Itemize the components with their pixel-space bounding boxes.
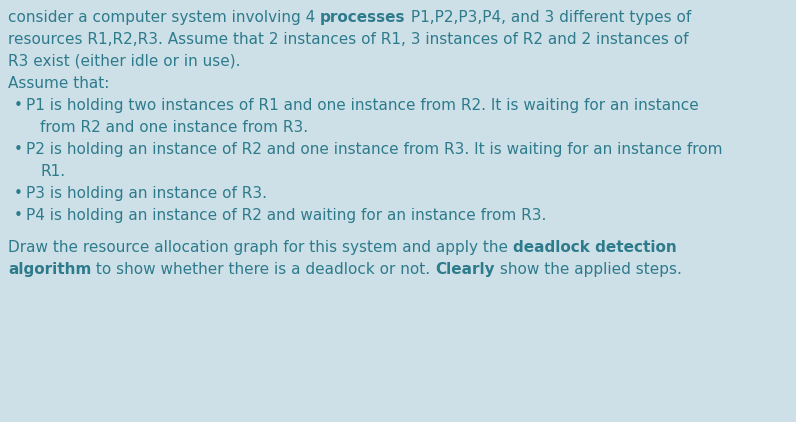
- Text: consider a computer system involving 4: consider a computer system involving 4: [8, 10, 320, 25]
- Text: P1 is holding two instances of R1 and one instance from R2. It is waiting for an: P1 is holding two instances of R1 and on…: [26, 98, 699, 113]
- Text: R1.: R1.: [40, 164, 65, 179]
- Text: show the applied steps.: show the applied steps.: [495, 262, 682, 277]
- Text: Assume that:: Assume that:: [8, 76, 109, 91]
- Text: P4 is holding an instance of R2 and waiting for an instance from R3.: P4 is holding an instance of R2 and wait…: [26, 208, 546, 223]
- Text: •: •: [14, 142, 23, 157]
- Text: processes: processes: [320, 10, 406, 25]
- Text: Clearly: Clearly: [435, 262, 495, 277]
- Text: algorithm: algorithm: [8, 262, 92, 277]
- Text: P1,P2,P3,P4, and 3 different types of: P1,P2,P3,P4, and 3 different types of: [406, 10, 691, 25]
- Text: resources R1,R2,R3. Assume that 2 instances of R1, 3 instances of R2 and 2 insta: resources R1,R2,R3. Assume that 2 instan…: [8, 32, 689, 47]
- Text: •: •: [14, 186, 23, 201]
- Text: deadlock detection: deadlock detection: [513, 240, 677, 255]
- Text: to show whether there is a deadlock or not.: to show whether there is a deadlock or n…: [92, 262, 435, 277]
- Text: P3 is holding an instance of R3.: P3 is holding an instance of R3.: [26, 186, 267, 201]
- Text: •: •: [14, 208, 23, 223]
- Text: •: •: [14, 98, 23, 113]
- Text: R3 exist (either idle or in use).: R3 exist (either idle or in use).: [8, 54, 240, 69]
- Text: Draw the resource allocation graph for this system and apply the: Draw the resource allocation graph for t…: [8, 240, 513, 255]
- Text: from R2 and one instance from R3.: from R2 and one instance from R3.: [40, 120, 308, 135]
- Text: P2 is holding an instance of R2 and one instance from R3. It is waiting for an i: P2 is holding an instance of R2 and one …: [26, 142, 723, 157]
